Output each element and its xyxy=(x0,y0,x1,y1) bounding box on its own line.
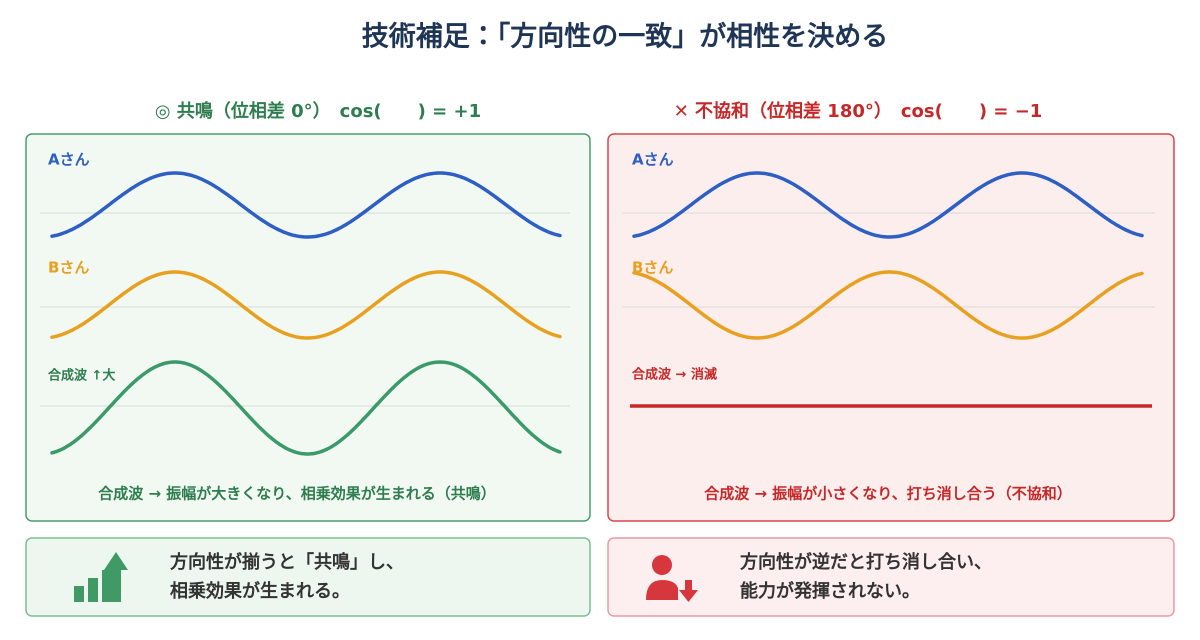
panel xyxy=(607,133,1175,522)
wave-label: 合成波 ↑大 xyxy=(48,368,115,384)
note-box xyxy=(607,537,1175,617)
wave-label: Aさん xyxy=(632,151,674,169)
panel-heading: ◎ 共鳴（位相差 0°） cos( ) = +1 xyxy=(155,100,481,122)
panel-heading: ✕ 不協和（位相差 180°） cos( ) = −1 xyxy=(674,100,1043,122)
page-title: 技術補足：「方向性の一致」が相性を決める xyxy=(362,21,889,53)
note-line: 能力が発揮されない。 xyxy=(740,580,920,602)
panel xyxy=(25,133,591,522)
wave xyxy=(50,171,562,239)
wave xyxy=(632,270,1144,340)
waves xyxy=(40,171,1155,456)
wave-label: Bさん xyxy=(632,259,673,277)
wave-label: Bさん xyxy=(48,259,89,277)
note-box xyxy=(25,537,591,617)
wave xyxy=(50,360,562,456)
wave-label: Aさん xyxy=(48,151,90,169)
wave-label: 合成波 → 消滅 xyxy=(632,367,717,383)
note-line: 相乗効果が生まれる。 xyxy=(170,580,350,602)
growth-icon xyxy=(74,552,128,602)
note-line: 方向性が揃うと「共鳴」し、 xyxy=(170,551,404,573)
panel-caption: 合成波 → 振幅が小さくなり、打ち消し合う（不協和） xyxy=(704,485,1071,503)
panel-caption: 合成波 → 振幅が大きくなり、相乗効果が生まれる（共鳴） xyxy=(98,485,495,503)
wave xyxy=(632,171,1144,239)
note-line: 方向性が逆だと打ち消し合い、 xyxy=(740,551,992,573)
decline-icon xyxy=(646,555,698,602)
wave xyxy=(50,270,562,340)
